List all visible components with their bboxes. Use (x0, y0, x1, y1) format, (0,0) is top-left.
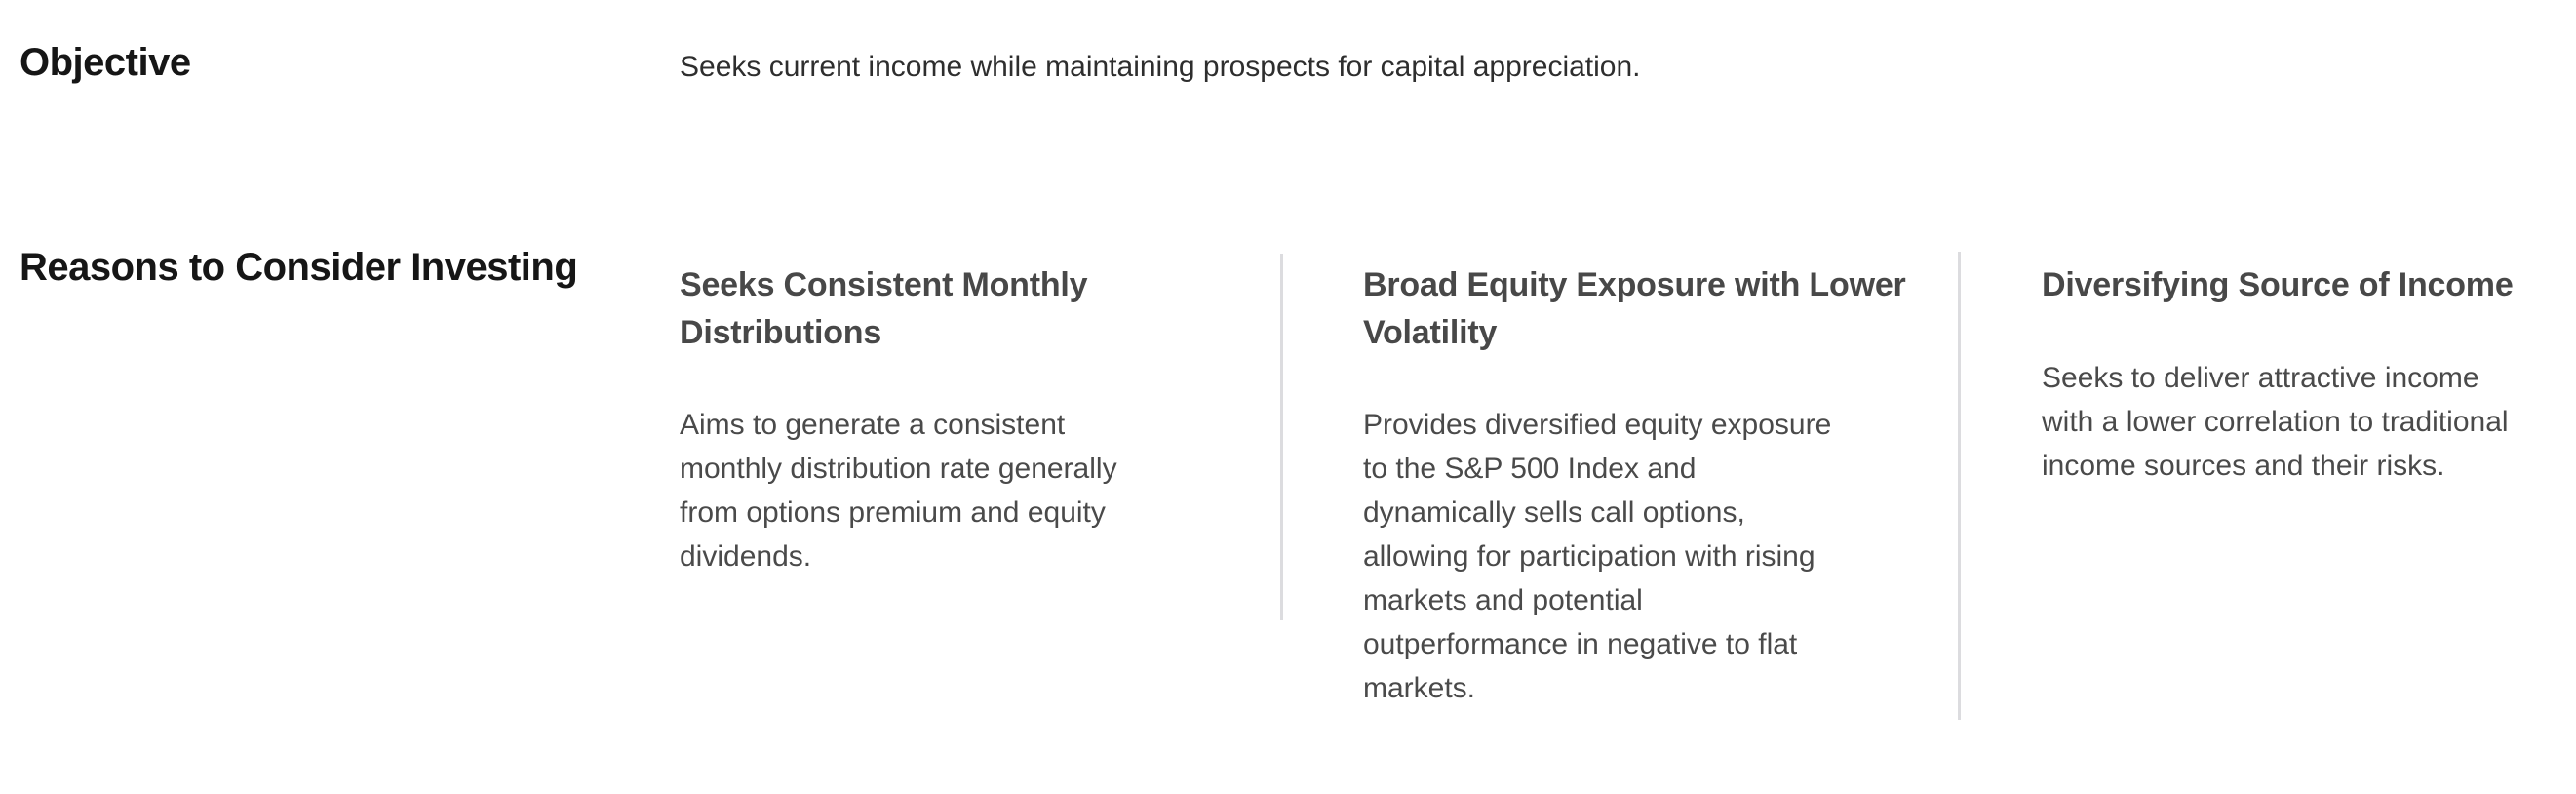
reason-column-1: Seeks Consistent Monthly Distributions A… (680, 261, 1226, 578)
objective-text: Seeks current income while maintaining p… (680, 51, 1641, 83)
reason-column-body: Seeks to deliver attractive income with … (2042, 361, 2509, 482)
reason-column-body: Provides diversified equity exposure to … (1363, 409, 1832, 705)
reasons-label: Reasons to Consider Investing (20, 246, 578, 289)
reason-column-heading: Broad Equity Exposure with Lower Volatil… (1363, 266, 1906, 351)
column-divider (1958, 252, 1961, 720)
reason-column-3: Diversifying Source of Income Seeks to d… (2042, 261, 2576, 488)
reason-column-heading: Diversifying Source of Income (2042, 266, 2514, 303)
reason-column-heading: Seeks Consistent Monthly Distributions (680, 266, 1088, 351)
reason-column-body: Aims to generate a consistent monthly di… (680, 409, 1117, 574)
column-divider (1280, 254, 1283, 620)
reason-column-2: Broad Equity Exposure with Lower Volatil… (1363, 261, 1909, 710)
objective-label: Objective (20, 41, 191, 84)
